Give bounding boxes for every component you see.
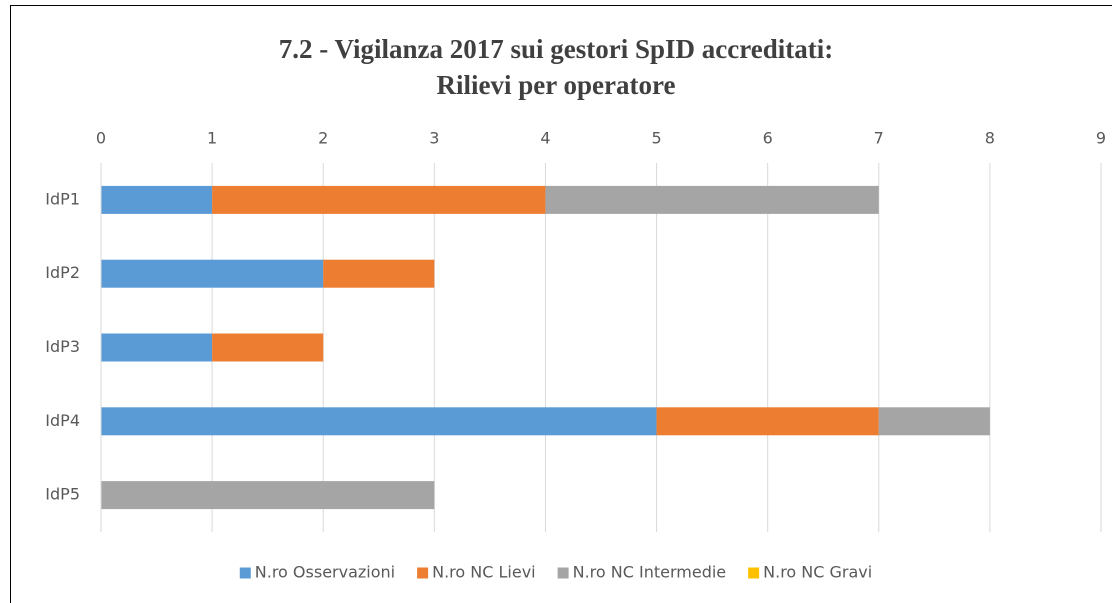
bar-segment <box>656 407 879 436</box>
x-tick-label: 5 <box>651 129 661 148</box>
bar-segment <box>212 333 324 362</box>
x-tick-label: 1 <box>207 129 217 148</box>
legend-label: N.ro NC Lievi <box>432 563 536 582</box>
legend-swatch <box>557 567 569 579</box>
x-tick-label: 4 <box>540 129 550 148</box>
y-tick-label: IdP1 <box>45 189 80 208</box>
bar-segment <box>101 481 435 510</box>
bar-segment <box>878 407 990 436</box>
y-tick-label: IdP3 <box>45 337 80 356</box>
x-tick-label: 3 <box>429 129 439 148</box>
y-tick-label: IdP2 <box>45 263 80 282</box>
y-tick-label: IdP4 <box>45 411 80 430</box>
x-tick-label: 8 <box>985 129 995 148</box>
legend-label: N.ro NC Gravi <box>763 563 872 582</box>
chart-title: Rilievi per operatore <box>437 70 676 100</box>
x-tick-label: 6 <box>763 129 773 148</box>
x-tick-label: 9 <box>1096 129 1106 148</box>
bar-segment <box>212 185 546 214</box>
bar-segment <box>101 333 213 362</box>
bar-segment <box>101 259 324 288</box>
legend-label: N.ro Osservazioni <box>255 563 395 582</box>
legend-swatch <box>417 567 429 579</box>
legend-label: N.ro NC Intermedie <box>573 563 727 582</box>
chart-title: 7.2 - Vigilanza 2017 sui gestori SpID ac… <box>279 34 833 64</box>
x-tick-label: 2 <box>318 129 328 148</box>
chart-frame <box>10 5 1112 603</box>
x-tick-label: 7 <box>874 129 884 148</box>
bar-segment <box>101 185 213 214</box>
legend-swatch <box>748 567 760 579</box>
bar-segment <box>323 259 435 288</box>
bar-segment <box>101 407 657 436</box>
bar-segment <box>545 185 879 214</box>
y-tick-label: IdP5 <box>45 485 80 504</box>
x-tick-label: 0 <box>96 129 106 148</box>
legend-swatch <box>239 567 251 579</box>
